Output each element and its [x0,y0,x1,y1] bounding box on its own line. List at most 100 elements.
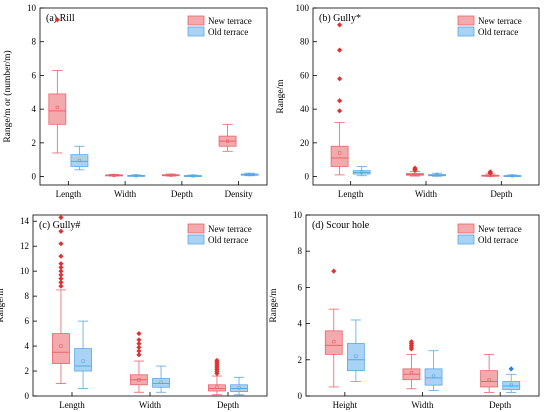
panel-scour-hole: 0 2 4 6 8 10 Range/m (d) Scour hole New terraceO… [269,210,540,410]
y-tick-label: 10 [20,266,30,276]
y-tick-label: 0 [32,172,37,182]
legend-swatch-old-terrace [457,234,475,245]
y-tick-label: 0 [305,172,310,182]
x-tick-label-length: Length [59,400,85,410]
legend-label-old-terrace: Old terrace [478,27,518,37]
outlier-point-new-terrace [337,108,343,114]
y-tick-label: 6 [298,282,303,292]
x-tick-label-width: Width [411,400,434,410]
panel-title: (c) Gully# [39,220,80,231]
box-new-terrace-length [330,145,349,167]
mean-marker-new-terrace [332,340,336,344]
outlier-point-new-terrace [58,214,64,221]
outlier-point-new-terrace [337,47,343,53]
mean-marker-new-terrace [338,151,342,155]
x-tick-label-height: Height [333,400,358,410]
y-tick-label: 8 [298,246,303,256]
mean-marker-new-terrace [169,173,173,177]
box-new-terrace-depth [480,370,499,388]
x-tick-label-depth: Depth [489,400,511,410]
y-tick-label: 8 [32,37,37,47]
y-tick-label: 4 [32,104,37,114]
mean-marker-old-terrace [509,383,513,387]
mean-marker-old-terrace [360,170,364,174]
outlier-point-new-terrace [58,253,64,259]
legend-label-old-terrace: Old terrace [208,27,248,37]
outlier-point-new-terrace [58,261,64,267]
mean-marker-old-terrace [237,386,241,390]
y-tick-label: 4 [298,319,303,329]
mean-marker-new-terrace [215,385,219,389]
x-tick-label-depth: Depth [490,189,512,199]
box-old-terrace-length [70,154,89,167]
x-tick-label-length: Length [56,189,82,199]
y-tick-label: 80 [300,37,310,47]
outlier-point-new-terrace [136,348,142,354]
mean-marker-new-terrace [409,370,414,375]
y-tick-label: 100 [296,3,310,13]
legend-label-new-terrace: New terrace [208,224,252,234]
legend-swatch-new-terrace [187,223,205,234]
mean-marker-old-terrace [354,354,358,358]
y-tick-label: 2 [32,138,37,148]
legend-swatch-new-terrace [457,223,475,234]
y-axis-label: Range/m [269,288,279,323]
outlier-point-new-terrace [337,98,343,104]
box-new-terrace-depth [208,384,226,392]
outlier-point-new-terrace [136,352,142,358]
legend-label-old-terrace: Old terrace [478,235,518,245]
y-tick-label: 14 [20,216,30,226]
y-tick-label: 40 [300,104,310,114]
x-tick-label-length: Length [338,189,364,199]
legend-label-new-terrace: New terrace [208,16,252,26]
x-tick-label-density: Density [225,189,253,199]
outlier-point-new-terrace [58,228,64,234]
x-tick-label-depth: Depth [217,400,239,410]
box-old-terrace-width [424,368,443,386]
outlier-point-new-terrace [58,283,64,289]
y-tick-label: 12 [20,241,29,251]
outlier-point-new-terrace [487,169,493,175]
outlier-point-new-terrace [412,165,418,171]
y-tick-label: 6 [25,316,30,326]
y-tick-label: 60 [300,70,310,80]
mean-marker-new-terrace [487,378,491,382]
panel-gully-hash: 0 2 4 6 8 10 12 14 Range/m (c) Gully# New terraceO… [0,214,268,410]
legend-swatch-old-terrace [457,26,475,37]
outlier-point-new-terrace [58,279,64,286]
mean-marker-old-terrace [248,172,252,177]
panel-gully-star: 0 20 40 60 80 100 Range/m (b) Gully* New terrace… [276,3,540,199]
panel-title: (b) Gully* [319,13,361,24]
y-axis-label: Range/m or (number/m) [2,50,13,142]
outlier-point-new-terrace [331,268,337,274]
box-new-terrace-length [48,93,67,125]
mean-marker-new-terrace [59,344,63,348]
mean-marker-old-terrace [77,158,82,163]
mean-marker-new-terrace [413,172,417,176]
outlier-point-new-terrace [136,330,142,337]
mean-marker-old-terrace [159,380,163,384]
y-tick-label: 6 [32,70,37,80]
legend-label-old-terrace: Old terrace [208,235,248,245]
panel-title: (d) Scour hole [312,220,370,231]
outlier-point-new-terrace [58,241,64,247]
box-old-terrace-height [346,343,365,372]
y-axis-label: Range/m [0,288,6,323]
y-tick-label: 2 [25,366,30,376]
y-tick-label: 4 [25,341,30,351]
outlier-point-new-terrace [136,340,142,347]
box-old-terrace-width [152,378,170,388]
outlier-point-new-terrace [58,268,64,274]
y-tick-label: 8 [25,291,30,301]
outlier-point-new-terrace [58,272,64,278]
outlier-point-new-terrace [214,357,220,364]
mean-marker-old-terrace [431,374,436,378]
outlier-point-new-terrace [54,17,60,23]
box-new-terrace-height [324,330,343,355]
mean-marker-old-terrace [191,174,195,178]
mean-marker-old-terrace [134,174,138,178]
panel-rill: 0 2 4 6 8 10 Range/m or (number/m) (a) Rill New … [2,3,268,199]
legend-swatch-old-terrace [187,26,205,37]
legend-swatch-new-terrace [187,15,205,26]
y-tick-label: 2 [298,355,303,365]
